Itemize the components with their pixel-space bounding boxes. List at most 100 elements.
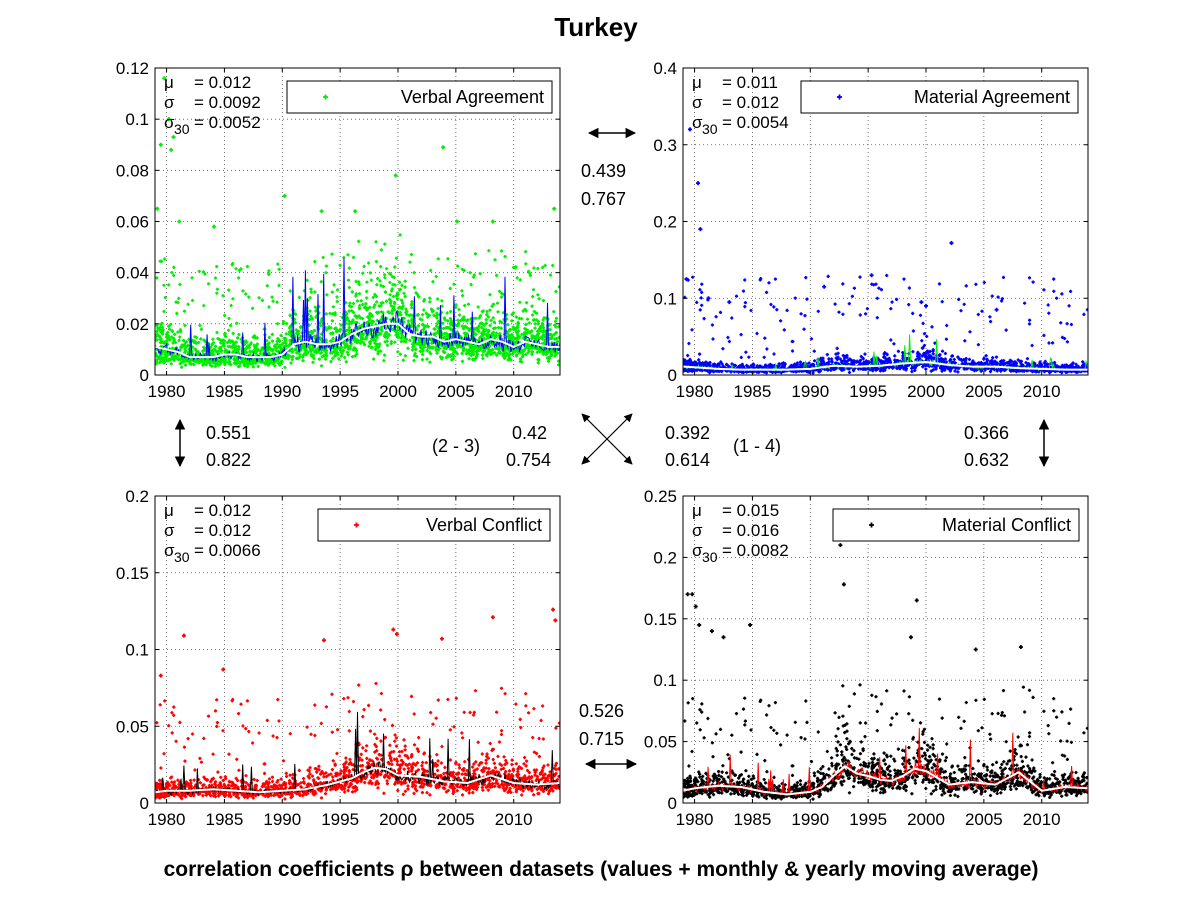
y-tick-label: 0.2: [653, 213, 677, 232]
panel-verbal-conflict: 1980 1985 1990 1995 2000 2005 2010 0 0.05 0.1 0.15…: [116, 487, 561, 829]
outlier-point: [696, 181, 701, 186]
stat-sigma30-subscript: 30: [702, 549, 718, 565]
x-tick-label: 1990: [791, 810, 829, 829]
y-tick-label: 0.02: [116, 315, 149, 334]
outlier-point: [709, 629, 714, 634]
panel-material-conflict: 1980 1985 1990 1995 2000 2005 2010 0 0.05 0.1 0.15…: [644, 487, 1089, 829]
legend-marker: [323, 94, 328, 100]
stat-sigma30-value: = 0.0066: [194, 541, 261, 560]
outlier-point: [841, 582, 846, 587]
correlation-value: 0.392: [665, 423, 710, 443]
x-tick-label: 1980: [148, 810, 186, 829]
y-tick-label: 0.08: [116, 161, 149, 180]
x-tick-label: 1985: [734, 810, 772, 829]
outlier-point: [439, 636, 444, 641]
data-layer: [683, 543, 1088, 801]
stat-sigma30-value: = 0.0054: [722, 113, 789, 132]
outlier-point: [166, 117, 171, 122]
outlier-point: [721, 635, 726, 640]
outlier-point: [748, 622, 753, 627]
stat-sigma-value: = 0.012: [722, 93, 779, 112]
x-tick-label: 2000: [379, 382, 417, 401]
outlier-point: [727, 300, 732, 305]
y-tick-label: 0.06: [116, 213, 149, 232]
stat-sigma: σ: [692, 521, 703, 540]
outlier-point: [158, 142, 163, 147]
stat-sigma30-subscript: 30: [702, 121, 718, 137]
y-tick-label: 0.1: [653, 289, 677, 308]
correlation-value: 0.526: [579, 701, 624, 721]
correlation-top: 0.439 0.767: [581, 127, 637, 209]
outlier-point: [994, 307, 999, 312]
stat-sigma30-value: = 0.0082: [722, 541, 789, 560]
diagonal-arrow-icon: [581, 413, 633, 465]
legend-marker: [354, 522, 359, 528]
scatter-points: [683, 683, 1088, 801]
yearly-average-line: [683, 361, 1088, 371]
y-tick-label: 0.12: [116, 59, 149, 78]
x-tick-label: 2005: [965, 810, 1003, 829]
x-tick-label: 1995: [321, 382, 359, 401]
figure-title: Turkey: [554, 12, 638, 42]
outlier-point: [684, 277, 689, 282]
outlier-point: [171, 135, 176, 140]
stat-mu: μ: [692, 73, 702, 92]
y-tick-label: 0.4: [653, 59, 677, 78]
correlation-diagonals: (2 - 3) 0.42 0.754 0.392 0.614 (1 - 4): [432, 413, 781, 470]
y-tick-label: 0.1: [125, 110, 149, 129]
legend-marker: [869, 522, 874, 528]
x-tick-label: 1990: [263, 382, 301, 401]
outlier-point: [455, 219, 460, 224]
axes-frame: [682, 495, 1089, 804]
stat-sigma30-subscript: 30: [174, 549, 190, 565]
outlier-point: [391, 627, 396, 632]
outlier-point: [924, 303, 928, 308]
y-tick-label: 0.1: [653, 671, 677, 690]
stat-sigma-value: = 0.0092: [194, 93, 261, 112]
outlier-point: [553, 618, 558, 623]
panel-verbal-agreement: 1980 1985 1990 1995 2000 2005 2010 0 0.02 0.04 0.0…: [116, 59, 561, 401]
correlation-pair-label: (2 - 3): [432, 436, 480, 456]
correlation-bottom: 0.526 0.715: [579, 701, 638, 770]
outlier-point: [169, 147, 174, 152]
data-layer: [155, 76, 560, 370]
x-tick-label: 1980: [676, 382, 714, 401]
outlier-point: [552, 206, 557, 211]
stat-sigma: σ: [692, 93, 703, 112]
data-layer: [155, 607, 560, 801]
correlation-average: 0.632: [964, 450, 1009, 470]
outlier-point: [690, 592, 695, 597]
x-tick-label: 1985: [206, 810, 244, 829]
x-tick-label: 2000: [907, 810, 945, 829]
correlation-average: 0.767: [581, 189, 626, 209]
y-tick-label: 0.05: [644, 733, 677, 752]
stat-sigma30-value: = 0.0052: [194, 113, 261, 132]
x-tick-label: 1995: [849, 382, 887, 401]
x-tick-label: 1995: [321, 810, 359, 829]
stat-mu: μ: [692, 501, 702, 520]
x-tick-label: 1985: [206, 382, 244, 401]
stat-sigma-value: = 0.012: [194, 521, 251, 540]
x-tick-label: 2005: [965, 382, 1003, 401]
correlation-left: 0.551 0.822: [174, 418, 251, 470]
y-tick-label: 0.25: [644, 487, 677, 506]
outlier-point: [919, 300, 924, 305]
yearly-average-line: [155, 322, 560, 359]
stat-mu-value: = 0.011: [722, 73, 778, 92]
legend-label: Material Agreement: [914, 87, 1070, 107]
outlier-point: [908, 635, 913, 640]
correlation-value: 0.366: [964, 423, 1009, 443]
outlier-point: [393, 173, 398, 178]
stat-sigma-value: = 0.016: [722, 521, 779, 540]
x-tick-label: 2005: [437, 382, 475, 401]
stat-sigma30-subscript: 30: [174, 121, 190, 137]
y-tick-label: 0.1: [125, 641, 149, 660]
outlier-point: [706, 296, 711, 301]
outlier-point: [212, 224, 217, 229]
y-tick-label: 0.15: [116, 564, 149, 583]
outlier-point: [181, 633, 186, 638]
outlier-point: [282, 193, 287, 198]
stat-mu-value: = 0.015: [722, 501, 779, 520]
correlation-average: 0.715: [579, 729, 624, 749]
legend-label: Verbal Agreement: [401, 87, 544, 107]
